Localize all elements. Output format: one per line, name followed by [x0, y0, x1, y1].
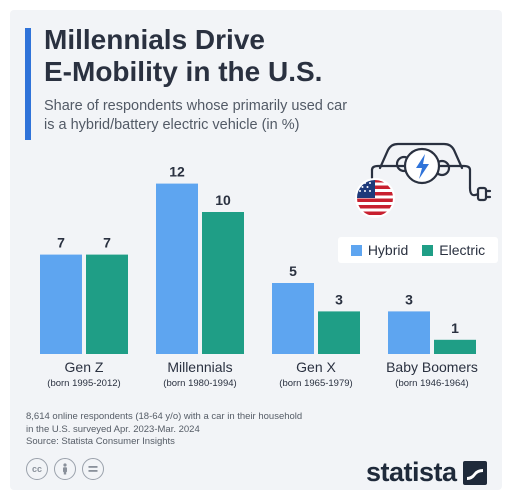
category-sublabel-gen-z: (born 1995-2012) — [47, 378, 120, 389]
bar-gen-z-hybrid — [40, 254, 82, 354]
cc-license-icon[interactable]: cc — [26, 458, 48, 480]
data-label-millennials-electric: 10 — [215, 192, 231, 208]
bar-gen-x-hybrid — [272, 283, 314, 354]
statista-wordmark: statista — [366, 457, 457, 487]
title-line-2: E-Mobility in the U.S. — [44, 56, 323, 87]
category-label-gen-x: Gen X — [296, 359, 336, 375]
no-derivatives-icon[interactable] — [82, 458, 104, 480]
category-label-baby-boomers: Baby Boomers — [386, 359, 478, 375]
chart-legend: Hybrid Electric — [338, 237, 498, 263]
legend-label-hybrid: Hybrid — [367, 242, 409, 258]
category-sublabel-millennials: (born 1980-1994) — [163, 378, 236, 389]
data-label-baby-boomers-hybrid: 3 — [405, 291, 413, 307]
attribution-icon[interactable] — [54, 458, 76, 480]
bar-millennials-hybrid — [156, 183, 198, 354]
page-title: Millennials Drive E-Mobility in the U.S. — [44, 24, 404, 88]
data-label-baby-boomers-electric: 1 — [451, 320, 459, 336]
bar-gen-x-electric — [318, 311, 360, 354]
source-note: Source: Statista Consumer Insights — [26, 436, 175, 447]
statista-brand[interactable]: statista — [366, 457, 487, 488]
legend-label-electric: Electric — [439, 242, 486, 258]
title-line-1: Millennials Drive — [44, 24, 265, 55]
category-label-gen-z: Gen Z — [65, 359, 104, 375]
category-label-millennials: Millennials — [167, 359, 232, 375]
bar-millennials-electric — [202, 212, 244, 354]
legend-item-electric: Electric — [422, 242, 485, 258]
subtitle-line-1: Share of respondents whose primarily use… — [44, 98, 348, 114]
footnote-line-1: 8,614 online respondents (18-64 y/o) wit… — [26, 411, 303, 422]
us-flag-icon — [355, 178, 395, 218]
data-label-gen-x-hybrid: 5 — [289, 263, 297, 279]
footnotes: 8,614 online respondents (18-64 y/o) wit… — [26, 411, 366, 449]
subtitle: Share of respondents whose primarily use… — [44, 97, 364, 135]
bar-gen-z-electric — [86, 254, 128, 354]
category-sublabel-gen-x: (born 1965-1979) — [279, 378, 352, 389]
title-accent-bar — [25, 28, 31, 140]
bar-baby-boomers-hybrid — [388, 311, 430, 354]
bar-chart: 7 7 Gen Z (born 1995-2012) 12 10 Millennials (b… — [40, 164, 478, 389]
electric-car-icon — [370, 142, 492, 202]
category-sublabel-baby-boomers: (born 1946-1964) — [395, 378, 468, 389]
legend-item-hybrid: Hybrid — [350, 242, 409, 258]
data-label-gen-x-electric: 3 — [335, 291, 343, 307]
legend-swatch-electric — [422, 244, 434, 256]
bar-baby-boomers-electric — [434, 339, 476, 354]
data-label-gen-z-hybrid: 7 — [57, 235, 65, 251]
subtitle-line-2: is a hybrid/battery electric vehicle (in… — [44, 117, 300, 133]
statista-logo-icon — [462, 460, 487, 485]
infographic-card: Millennials Drive E-Mobility in the U.S.… — [10, 10, 502, 490]
footnote-line-2: in the U.S. surveyed Apr. 2023-Mar. 2024 — [26, 423, 200, 435]
data-label-millennials-hybrid: 12 — [169, 164, 185, 180]
data-label-gen-z-electric: 7 — [103, 235, 111, 251]
legend-swatch-hybrid — [350, 244, 362, 256]
license-icons: cc — [26, 458, 104, 480]
